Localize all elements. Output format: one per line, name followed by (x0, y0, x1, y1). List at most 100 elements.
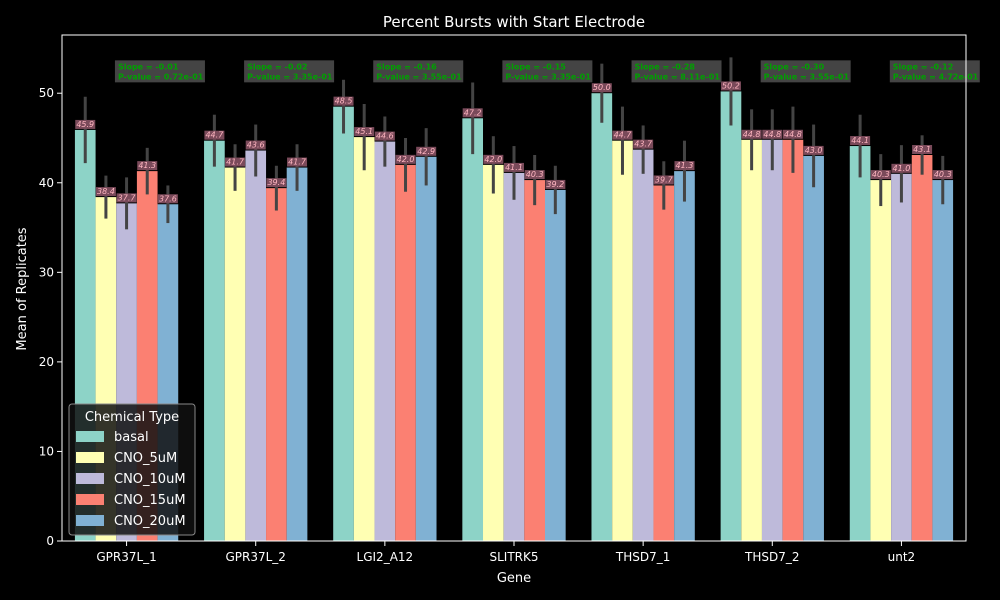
bar (741, 139, 762, 542)
bar (612, 140, 633, 542)
bar (204, 140, 225, 542)
legend-swatch (76, 515, 104, 526)
legend-swatch (76, 452, 104, 463)
data-label: 44.8 (743, 130, 761, 139)
value-label-bg (870, 170, 891, 180)
x-tick-label: unt2 (888, 550, 916, 564)
bar (653, 185, 675, 541)
bar (803, 155, 824, 541)
data-label: 44.7 (614, 131, 633, 140)
value-label-bg (225, 157, 246, 167)
y-tick-label: 10 (39, 444, 54, 458)
data-label: 41.7 (288, 158, 307, 167)
data-label: 43.6 (247, 141, 265, 150)
value-label-bg (116, 193, 137, 203)
y-axis-label: Mean of Replicates (15, 227, 30, 350)
annotation-pvalue: P-value = 3.35e-01 (505, 72, 591, 81)
data-label: 41.7 (226, 158, 245, 167)
annotation-box (244, 60, 335, 83)
value-label-bg (416, 146, 437, 156)
bar (911, 155, 933, 541)
x-tick-label: GPR37L_1 (96, 550, 156, 564)
bar (632, 149, 654, 542)
bar (266, 188, 287, 541)
data-label: 47.2 (464, 108, 482, 117)
bar (544, 189, 566, 541)
value-label-bg (803, 145, 824, 155)
value-label-bg (674, 161, 695, 171)
bar (245, 150, 267, 541)
annotation-pvalue: P-value = 3.35e-01 (247, 72, 333, 81)
bar (333, 106, 354, 541)
data-label: 44.7 (205, 131, 224, 140)
data-label: 37.6 (159, 194, 177, 203)
bar (591, 93, 613, 541)
bar (720, 91, 742, 542)
y-tick-label: 50 (39, 86, 54, 100)
data-label: 44.1 (851, 136, 869, 145)
bar (415, 156, 437, 542)
annotation-slope: Slope = -0.12 (893, 62, 953, 71)
data-label: 45.1 (355, 127, 373, 136)
bar (353, 137, 375, 541)
value-label-bg (333, 96, 354, 106)
data-label: 43.7 (634, 140, 653, 149)
bar (891, 173, 912, 542)
data-label: 41.0 (893, 164, 911, 173)
bar (932, 180, 954, 541)
bar (524, 180, 545, 541)
legend-swatch (76, 473, 104, 484)
annotation-box (114, 60, 205, 83)
bar (374, 141, 396, 541)
annotation-slope: Slope = -0.16 (376, 62, 437, 71)
annotation-box (760, 60, 851, 83)
value-label-bg (95, 187, 116, 197)
bar (761, 139, 783, 542)
data-label: 41.3 (676, 161, 694, 170)
bar (503, 172, 525, 541)
data-label: 38.4 (97, 187, 115, 196)
legend: Chemical Type basal CNO_5uM CNO_10uM CNO_15… (68, 403, 196, 536)
data-label: 40.3 (526, 170, 544, 179)
value-label-bg (157, 194, 178, 204)
chart-title: Percent Bursts with Start Electrode (383, 13, 645, 31)
data-label: 42.9 (417, 147, 435, 156)
annotation-slope: Slope = -0.30 (764, 62, 825, 71)
y-tick-label: 20 (39, 355, 54, 369)
annotation-slope: Slope = -0.28 (635, 62, 696, 71)
x-tick-label: THSD7_1 (615, 550, 670, 564)
x-tick-label: SLITRK5 (489, 550, 538, 564)
annotation-slope: Slope = -0.15 (505, 62, 566, 71)
value-label-bg (266, 178, 287, 188)
data-label: 42.0 (484, 155, 502, 164)
value-label-bg (720, 81, 741, 91)
annotation-pvalue: P-value = 8.11e-01 (635, 72, 721, 81)
bar (674, 171, 695, 541)
data-label: 39.2 (546, 180, 564, 189)
legend-entry: CNO_15uM (114, 493, 186, 508)
value-label-bg (545, 179, 566, 189)
y-tick-label: 0 (46, 534, 54, 548)
value-label-bg (741, 129, 762, 139)
annotation-pvalue: P-value = 3.55e-01 (376, 72, 462, 81)
data-label: 41.1 (505, 163, 523, 172)
data-label: 42.0 (397, 155, 415, 164)
y-tick-label: 40 (39, 176, 54, 190)
value-label-bg (374, 131, 395, 141)
bar (224, 167, 246, 541)
data-label: 40.3 (872, 170, 890, 179)
legend-title: Chemical Type (85, 410, 179, 425)
annotation-pvalue: P-value = 0.72e-01 (118, 72, 204, 81)
x-tick-label: LGI2_A12 (357, 550, 414, 564)
value-label-bg (483, 154, 504, 164)
value-label-bg (354, 127, 375, 137)
data-label: 44.8 (763, 130, 781, 139)
annotation-box (502, 60, 593, 83)
legend-swatch (76, 494, 104, 505)
value-label-bg (850, 136, 871, 146)
legend-entry: basal (114, 430, 149, 445)
annotation-slope: Slope = -0.02 (247, 62, 307, 71)
x-tick-label: GPR37L_2 (225, 550, 285, 564)
data-label: 44.8 (784, 130, 802, 139)
